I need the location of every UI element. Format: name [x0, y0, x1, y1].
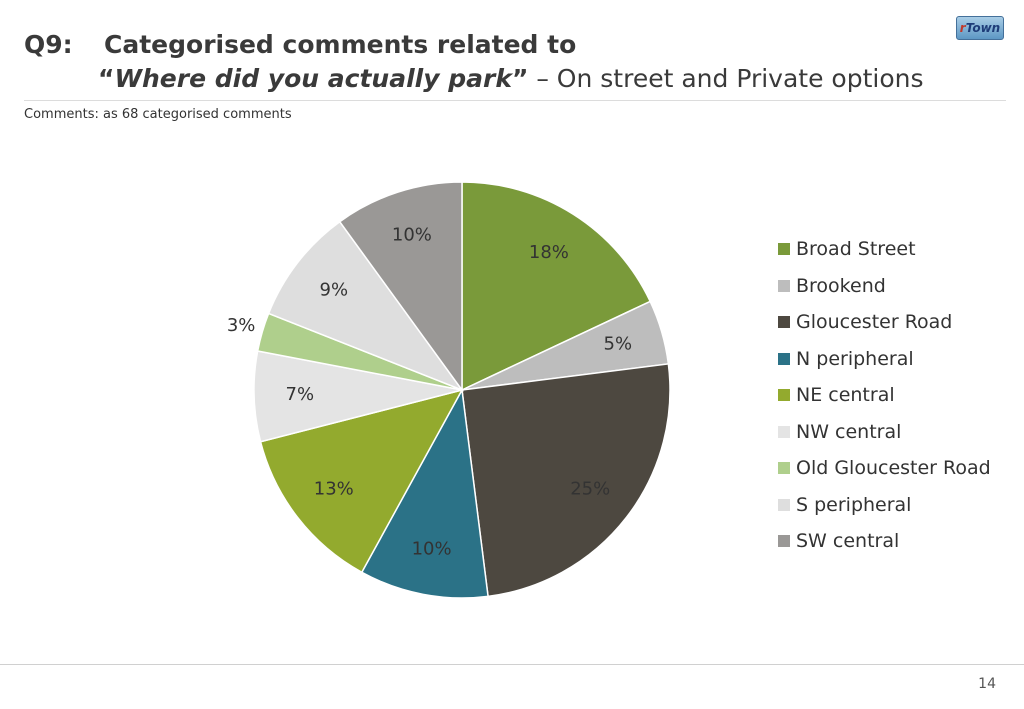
legend-swatch	[778, 279, 790, 292]
title-line-1: Q9: Categorised comments related to	[24, 28, 924, 62]
legend-swatch	[778, 462, 790, 475]
legend-item-nw-central: NW central	[778, 414, 991, 451]
pie-slice-s-peripheral	[267, 220, 465, 392]
legend-label: SW central	[796, 530, 900, 553]
question-number: Q9:	[24, 30, 73, 59]
legend-item-sw-central: SW central	[778, 523, 991, 560]
legend-item-ne-central: NE central	[778, 377, 991, 414]
legend-swatch	[778, 498, 790, 511]
legend-swatch	[778, 352, 790, 365]
legend-swatch	[778, 243, 790, 256]
data-label-brookend: 5%	[604, 334, 633, 355]
legend-item-broad-street: Broad Street	[778, 231, 991, 268]
legend-label: Old Gloucester Road	[796, 457, 991, 480]
footer-divider	[0, 664, 1024, 665]
quoted-question: Where did you actually park	[114, 64, 512, 93]
legend-item-gloucester-road: Gloucester Road	[778, 304, 991, 341]
page-number: 14	[978, 676, 996, 692]
legend-label: Brookend	[796, 274, 886, 297]
pie-slice-gloucester-road	[461, 363, 671, 598]
legend-label: NW central	[796, 420, 902, 443]
legend-label: S peripheral	[796, 493, 912, 516]
data-label-old-gloucester-road: 3%	[227, 315, 256, 336]
legend-swatch	[778, 389, 790, 402]
data-label-sw-central: 10%	[392, 225, 432, 246]
chart-legend: Broad Street Brookend Gloucester Road N per…	[778, 231, 991, 560]
legend-swatch	[778, 316, 790, 329]
legend-swatch	[778, 535, 790, 548]
legend-label: NE central	[796, 384, 895, 407]
data-label-n-peripheral: 10%	[412, 538, 452, 559]
logo-text: Town	[965, 21, 1001, 35]
title-line-2: “Where did you actually park” – On stree…	[24, 62, 924, 96]
legend-label: Broad Street	[796, 238, 916, 261]
title-divider	[24, 100, 1006, 101]
pie-slice-ne-central	[259, 388, 464, 574]
legend-label: Gloucester Road	[796, 311, 953, 334]
comments-note: Comments: as 68 categorised comments	[24, 107, 292, 122]
title-text: Categorised comments related to	[104, 30, 577, 59]
data-label-ne-central: 13%	[314, 478, 354, 499]
data-label-gloucester-road: 25%	[570, 478, 610, 499]
rtown-logo: rTown	[956, 16, 1004, 40]
legend-item-n-peripheral: N peripheral	[778, 341, 991, 378]
close-quote: ”	[511, 64, 529, 93]
data-label-nw-central: 7%	[286, 384, 315, 405]
pie-slice-broad-street	[461, 181, 652, 392]
legend-swatch	[778, 425, 790, 438]
legend-item-brookend: Brookend	[778, 268, 991, 305]
data-label-broad-street: 18%	[529, 242, 569, 263]
pie-slice-sw-central	[338, 181, 463, 393]
slide-title: Q9: Categorised comments related to “Wher…	[24, 28, 924, 96]
legend-item-s-peripheral: S peripheral	[778, 487, 991, 524]
open-quote: “	[98, 64, 115, 93]
logo-prefix: r	[959, 21, 966, 35]
title-subtext: – On street and Private options	[528, 64, 924, 93]
data-label-s-peripheral: 9%	[320, 280, 349, 301]
pie-slice-n-peripheral	[360, 387, 489, 599]
legend-item-old-gloucester-road: Old Gloucester Road	[778, 450, 991, 487]
legend-label: N peripheral	[796, 347, 914, 370]
